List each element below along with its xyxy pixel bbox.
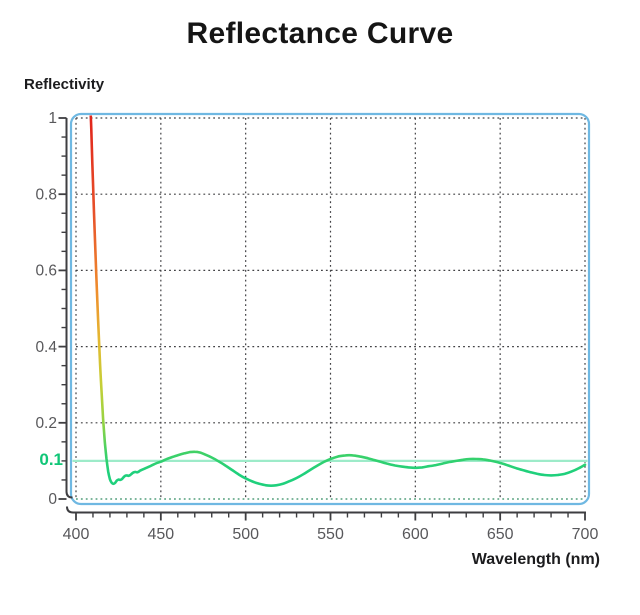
y-tick-label: 0.8 [35,186,57,203]
x-tick-label: 600 [402,526,429,543]
y-axis-title: Reflectivity [24,76,105,93]
reference-value-label: 0.1 [39,450,63,469]
x-tick-label: 550 [317,526,344,543]
x-axis-title: Wavelength (nm) [471,551,600,568]
x-tick-label: 450 [147,526,174,543]
chart-title: Reflectance Curve [186,17,454,50]
x-tick-label: 500 [232,526,259,543]
x-tick-label: 400 [63,526,90,543]
y-tick-label: 0 [48,491,57,508]
x-tick-label: 650 [487,526,514,543]
reflectance-curve [89,115,587,487]
y-tick-label: 0.6 [35,263,57,280]
y-tick-label: 0.4 [35,339,57,356]
plot-border [69,112,591,506]
x-tick-label: 700 [572,526,599,543]
y-tick-label: 0.2 [35,415,57,432]
y-axis-line [65,118,73,499]
x-axis-line [66,506,586,514]
y-tick-label: 1 [48,110,57,127]
